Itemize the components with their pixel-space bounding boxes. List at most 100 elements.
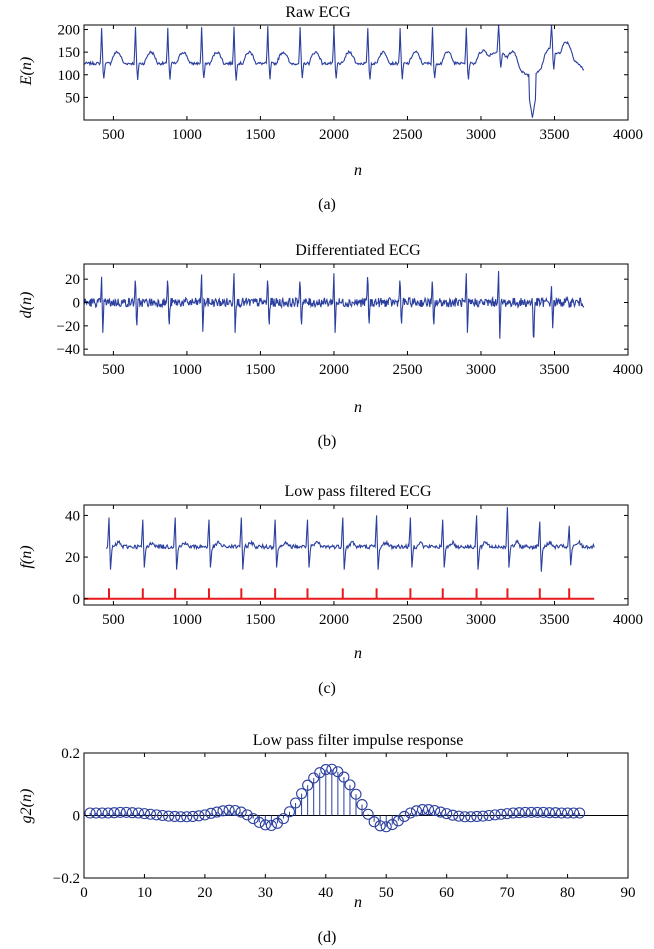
axes-box (83, 24, 629, 121)
stem-marker (265, 819, 277, 832)
stem-marker (132, 807, 144, 819)
x-tick-label: 3000 (466, 362, 496, 378)
stem-marker (169, 810, 181, 822)
axis-ticks: 500 1000 1500 2000 2500 3000 3500 4000 20 0 −20 −40 (57, 264, 643, 378)
x-tick-label: 30 (258, 885, 273, 901)
stem-marker (495, 808, 507, 820)
stem-marker (422, 804, 435, 816)
stem-marker (199, 809, 211, 821)
y-tick-label: 0.2 (61, 746, 80, 762)
plot-marks (83, 24, 585, 118)
axes-box (83, 263, 629, 356)
stem-marker (501, 808, 513, 820)
stem-marker (108, 807, 120, 819)
x-tick-label: 2500 (392, 127, 422, 143)
stem-marker (144, 808, 157, 820)
stem-marker (513, 807, 525, 819)
plot-marks (83, 270, 585, 339)
chart-title: Raw ECG (285, 4, 351, 21)
panel-caption: (b) (318, 433, 337, 450)
stem-marker (477, 810, 489, 822)
stem-marker (211, 806, 223, 818)
stem-marker (549, 807, 562, 819)
stem-marker (519, 806, 531, 818)
x-tick-label: 1000 (172, 612, 202, 628)
x-tick-label: 1000 (172, 362, 202, 378)
y-tick-label: 100 (58, 68, 81, 84)
panel-raw-ecg: Raw ECG E(n) n (a) 500 1000 1500 2000 2500 30… (18, 4, 643, 213)
x-tick-label: 4000 (613, 127, 643, 143)
stem-marker (235, 806, 247, 818)
stem-marker (259, 819, 271, 831)
panel-caption: (c) (318, 680, 336, 697)
x-tick-label: 500 (102, 362, 125, 378)
axis-ticks: 0 10 20 30 40 50 60 70 80 900.20−0.2 (53, 746, 636, 901)
panel-differentiated-ecg: Differentiated ECG d(n) n (b) 500 1000 150… (18, 242, 643, 450)
stem-marker (326, 763, 338, 775)
stem-marker (241, 809, 253, 821)
x-tick-label: 20 (197, 885, 212, 901)
x-tick-label: 90 (621, 885, 636, 901)
x-tick-label: 2000 (319, 127, 349, 143)
stem-marker (568, 807, 580, 819)
chart-title: Low pass filter impulse response (253, 732, 464, 749)
stem-marker (459, 811, 471, 823)
stem-marker (302, 779, 314, 791)
x-axis-label: n (354, 399, 362, 416)
x-tick-label: 2000 (319, 362, 349, 378)
x-tick-label: 2500 (392, 362, 422, 378)
stem-marker (362, 808, 374, 820)
stem-marker (368, 816, 380, 828)
y-tick-label: 20 (65, 272, 80, 288)
stem-marker (163, 810, 175, 822)
y-tick-label: 40 (65, 508, 80, 524)
chart-title: Low pass filtered ECG (284, 483, 432, 500)
stem-marker (453, 810, 465, 822)
stem-marker (96, 807, 108, 819)
x-tick-label: 1500 (245, 127, 275, 143)
stem-marker (441, 808, 453, 820)
x-tick-label: 4000 (613, 612, 643, 628)
stem-marker (114, 806, 126, 818)
stem-marker (253, 816, 265, 828)
stem-marker (386, 819, 398, 831)
stem-marker (447, 809, 459, 821)
stem-marker (507, 807, 519, 819)
stem-marker (283, 806, 296, 818)
y-axis-label: d(n) (18, 292, 35, 319)
stem-marker (537, 806, 549, 818)
x-tick-label: 3000 (466, 612, 496, 628)
stem-marker (205, 807, 217, 819)
x-axis-label: n (354, 894, 362, 911)
x-tick-label: 0 (80, 885, 88, 901)
y-tick-label: 0 (73, 592, 81, 608)
stem-marker (483, 809, 495, 822)
stem-marker (562, 807, 574, 819)
y-tick-label: 0 (73, 809, 81, 825)
y-axis-label: E(n) (18, 57, 35, 86)
stem-marker (181, 811, 193, 823)
stem-marker (525, 806, 537, 818)
y-tick-label: 0 (73, 296, 81, 312)
axes-box (83, 504, 629, 606)
panel-caption: (a) (318, 196, 336, 213)
y-axis-label: f(n) (18, 545, 35, 568)
x-tick-label: 3500 (539, 362, 569, 378)
x-tick-label: 1500 (245, 362, 275, 378)
x-tick-label: 1000 (172, 127, 202, 143)
chart-title: Differentiated ECG (295, 242, 421, 259)
stem-marker (187, 810, 199, 822)
stem-marker (102, 807, 114, 819)
x-tick-label: 40 (318, 885, 333, 901)
stem-marker (338, 771, 350, 783)
x-tick-label: 1500 (245, 612, 275, 628)
x-tick-label: 80 (560, 885, 575, 901)
stem-marker (320, 764, 332, 776)
stem-marker (555, 807, 568, 819)
x-tick-label: 3500 (539, 612, 569, 628)
stem-marker (543, 807, 555, 819)
x-tick-label: 500 (102, 612, 125, 628)
series-line (83, 270, 585, 339)
stem-marker (296, 788, 308, 800)
stem-marker (429, 804, 441, 817)
